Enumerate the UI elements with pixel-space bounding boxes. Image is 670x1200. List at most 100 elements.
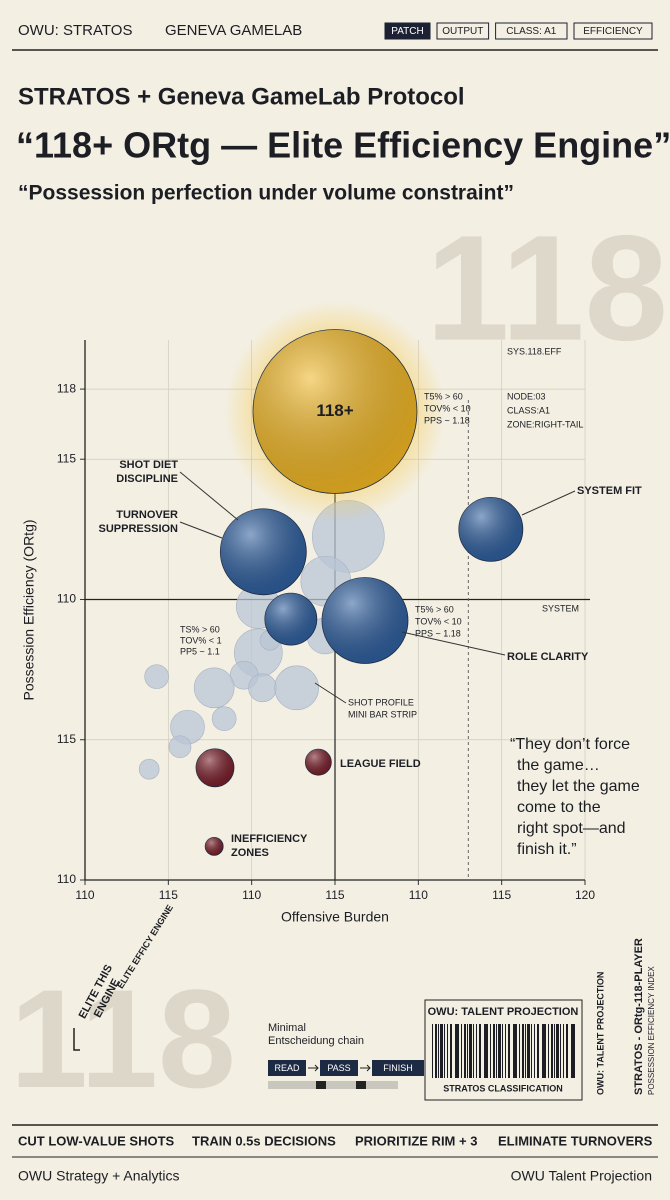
bubble-shine (196, 748, 234, 787)
bubble (274, 665, 319, 711)
bubble-shine (305, 749, 332, 776)
bar-stripe (498, 1024, 501, 1078)
bar-stripe (522, 1024, 524, 1078)
annotation: PP5 ~ 1.1 (180, 646, 220, 656)
bar-stripe (551, 1024, 553, 1078)
bar-stripe (537, 1024, 539, 1078)
bar-stripe (455, 1024, 459, 1078)
footer-left: OWU Strategy + Analytics (18, 1168, 179, 1184)
plot: 110 115 110 115 118 110 115 110 115 110 115 120 Offe… (21, 300, 595, 925)
bar-stripe (563, 1024, 564, 1078)
bar-stripe (447, 1024, 448, 1078)
bar-stripe (493, 1024, 495, 1078)
y-axis-label: Possession Efficiency (ORtg) (21, 519, 37, 700)
bar-stripe (508, 1024, 510, 1078)
bubble (168, 735, 192, 759)
bubble-shine (322, 577, 408, 664)
bubble (144, 664, 169, 689)
bar-stripe (556, 1024, 559, 1078)
annotation: PPS ~ 1.18 (424, 415, 470, 425)
bottom-numeral: 118 (10, 960, 236, 1117)
leader (179, 471, 239, 521)
quote: “They don’t force the game… they let the… (510, 736, 640, 858)
bar-stripe (432, 1024, 433, 1078)
quote-line: right spot—and (517, 820, 626, 837)
bubble (193, 667, 235, 709)
annotation: MINI BAR STRIP (348, 709, 417, 719)
stamp-bracket (73, 1028, 80, 1051)
annotation: SHOT PROFILE (348, 697, 414, 707)
bar-stripe (473, 1024, 474, 1078)
annotation: ZONE:RIGHT-TAIL (507, 419, 583, 429)
bar-stripe (525, 1024, 526, 1078)
x-tick-label: 110 (242, 888, 261, 902)
chain-strip (356, 1081, 366, 1089)
bubble (138, 758, 160, 780)
bar-stripe (548, 1024, 549, 1078)
bar-stripe (461, 1024, 462, 1078)
y-tick-label: 110 (57, 872, 76, 886)
bar-stripe (566, 1024, 568, 1078)
bubble-shine (458, 497, 523, 562)
card-footer: STRATOS CLASSIFICATION (443, 1083, 563, 1093)
annotation: SUPPRESSION (99, 523, 179, 535)
bar-stripe (440, 1024, 443, 1078)
annotation: SYSTEM (542, 603, 579, 613)
bar-stripe (534, 1024, 535, 1078)
bar-stripe (484, 1024, 488, 1078)
annotation: T5% > 60 (415, 604, 454, 614)
background-numeral: 118 (426, 204, 668, 372)
tag-box (495, 22, 568, 40)
barcode (432, 1024, 575, 1078)
vertical-text: STRATOS - ORtg-118-PLAYER (633, 938, 645, 1095)
chain-box (372, 1060, 424, 1076)
chain-title: Minimal (268, 1022, 306, 1034)
tag: EFFICIENCY (583, 26, 643, 37)
bar-stripe (519, 1024, 520, 1078)
bubble-shine (253, 329, 417, 494)
vertical-text: OWU: TALENT PROJECTION (595, 972, 605, 1095)
card (424, 999, 583, 1101)
tag: CLASS: A1 (506, 26, 556, 37)
y-tick-label: 110 (57, 592, 76, 606)
annotation: TOV% < 10 (415, 616, 462, 626)
annotation: LEAGUE FIELD (340, 758, 421, 770)
chain-box (268, 1060, 306, 1076)
bubble-shine (220, 508, 307, 595)
vertical-text: POSSESSION EFFICIENCY INDEX (647, 966, 656, 1095)
leader (401, 631, 506, 656)
bubble (248, 673, 277, 703)
chain-title: Entscheidung chain (268, 1035, 364, 1047)
actions: CUT LOW-VALUE SHOTS TRAIN 0.5s DECISIONS P… (18, 1133, 653, 1148)
kicker: STRATOS + Geneva GameLab Protocol (18, 83, 465, 110)
x-tick-label: 115 (159, 888, 178, 902)
bar-stripe (435, 1024, 437, 1078)
bar-stripe (438, 1024, 439, 1078)
bar-stripe (502, 1024, 503, 1078)
annotation: NODE:03 (507, 391, 546, 401)
headline: “118+ ORtg — Elite Efficiency Engine” (16, 125, 670, 166)
bar-stripe (490, 1024, 491, 1078)
bar-stripe (527, 1024, 530, 1078)
tag-box (384, 22, 431, 40)
bar-stripe (554, 1024, 555, 1078)
chain-box (320, 1060, 358, 1076)
annotation: TOV% < 10 (424, 403, 471, 413)
annotation: TOV% < 1 (180, 635, 222, 645)
x-tick-label: 115 (492, 888, 511, 902)
annotation: SHOT DIET (119, 459, 178, 471)
tag-box (573, 22, 653, 40)
y-tick-label: 115 (57, 732, 76, 746)
leader (521, 490, 576, 516)
y-tick-label: 118 (57, 381, 76, 395)
tag-box (436, 22, 490, 40)
bar-stripe (571, 1024, 575, 1078)
card-title: OWU: TALENT PROJECTION (428, 1006, 579, 1018)
x-axis-label: Offensive Burden (281, 909, 389, 925)
bar-stripe (476, 1024, 477, 1078)
bar-stripe (513, 1024, 517, 1078)
action: ELIMINATE TURNOVERS (498, 1133, 653, 1148)
chain-arrow (360, 1064, 371, 1072)
annotation: ZONES (231, 847, 269, 859)
